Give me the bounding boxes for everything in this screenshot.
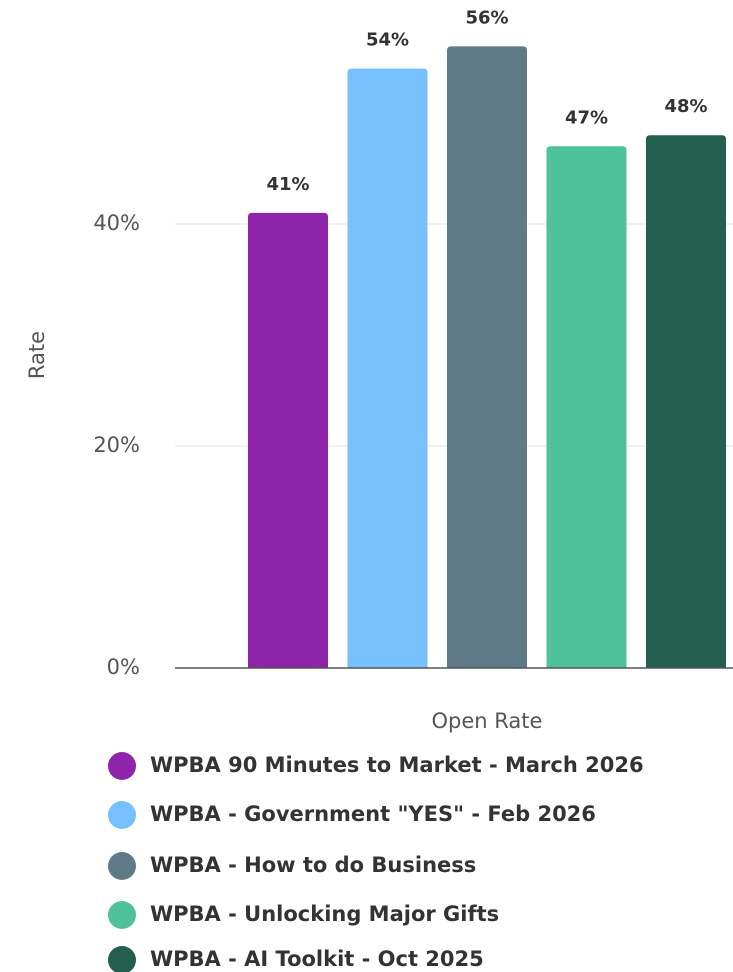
bar	[347, 68, 428, 669]
legend-label: WPBA - Government "YES" - Feb 2026	[150, 802, 596, 826]
bar	[447, 46, 527, 668]
legend-marker	[108, 752, 136, 780]
legend-label: WPBA - How to do Business	[150, 853, 476, 877]
y-tick-label: 0%	[107, 655, 140, 679]
legend-label: WPBA 90 Minutes to Market - March 2026	[150, 753, 644, 777]
bar	[546, 146, 627, 669]
x-tick-label: Open Rate	[432, 709, 543, 733]
y-tick-label: 20%	[93, 433, 140, 457]
legend-marker	[108, 801, 136, 829]
legend-marker	[108, 852, 136, 880]
legend-marker	[108, 901, 136, 929]
y-axis-title: Rate	[25, 331, 49, 379]
value-label: 41%	[266, 174, 309, 195]
bar	[248, 212, 328, 668]
legend-label: WPBA - Unlocking Major Gifts	[150, 902, 499, 926]
value-label: 54%	[366, 30, 409, 51]
value-label: 56%	[465, 7, 508, 28]
legend-label: WPBA - AI Toolkit - Oct 2025	[150, 947, 484, 971]
value-label: 48%	[664, 96, 707, 117]
legend-marker	[108, 946, 136, 972]
bar	[646, 135, 726, 668]
y-tick-label: 40%	[93, 211, 140, 235]
value-label: 47%	[565, 107, 608, 128]
